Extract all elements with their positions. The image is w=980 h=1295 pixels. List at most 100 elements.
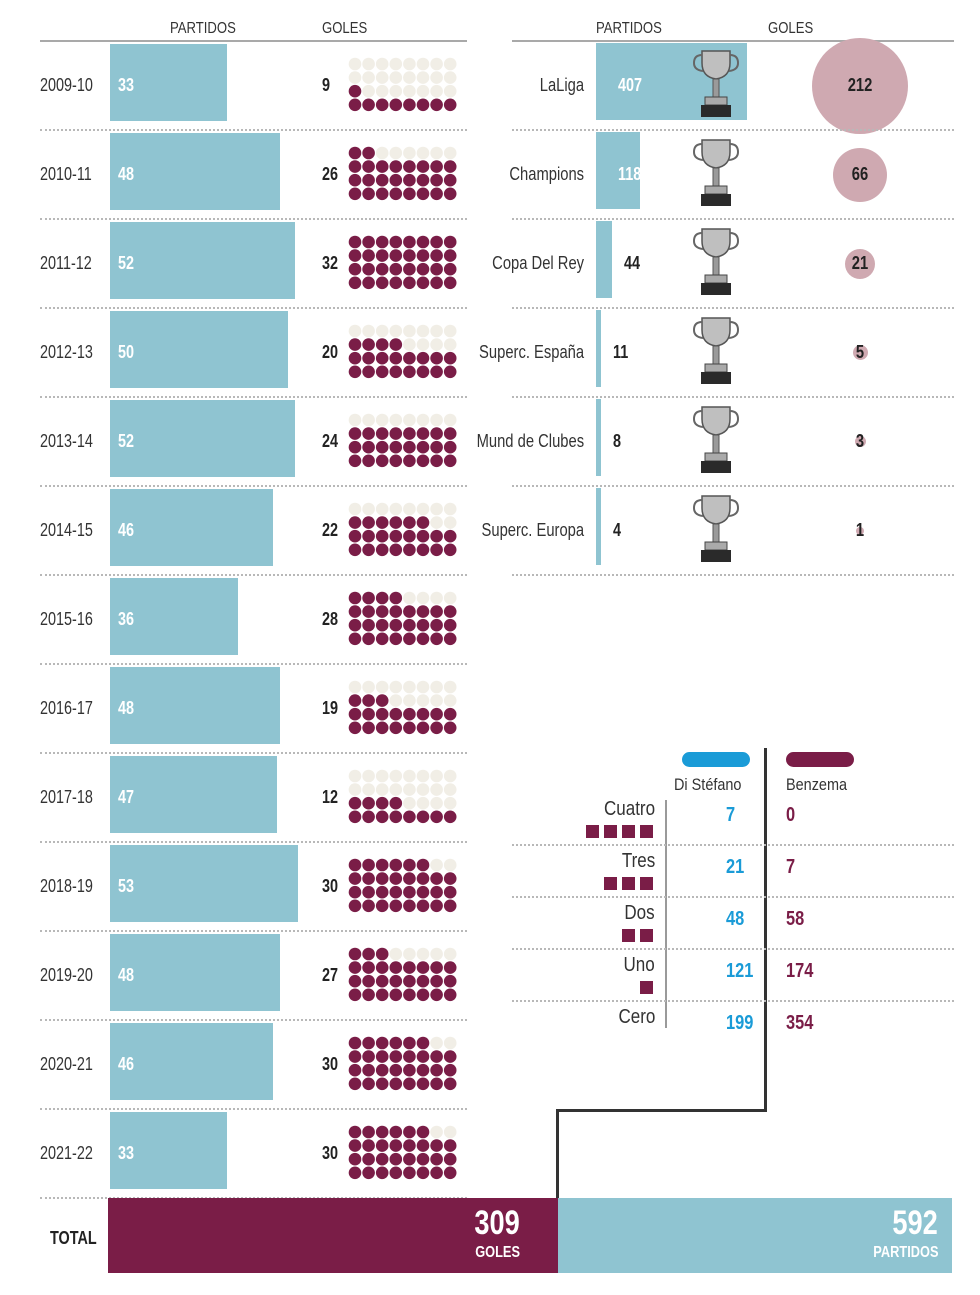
- empty-dot: [348, 324, 362, 337]
- goal-dot: [430, 707, 443, 720]
- competition-label: Mund de Clubes: [476, 430, 584, 451]
- goal-dot: [375, 618, 389, 631]
- goal-dot: [362, 529, 375, 542]
- goal-dot: [375, 187, 389, 200]
- goal-dot: [416, 1125, 430, 1138]
- goal-dot: [416, 351, 430, 364]
- goal-dot: [403, 604, 416, 618]
- empty-dot: [430, 693, 443, 707]
- competition-goles-circle: 5: [852, 342, 868, 362]
- competition-partidos-value: 4: [613, 519, 622, 540]
- goal-square-icon: [622, 825, 635, 838]
- goal-dot: [443, 173, 457, 186]
- goal-dot: [375, 440, 389, 453]
- goal-dot: [403, 885, 416, 898]
- goal-dot: [430, 1166, 443, 1179]
- goles-dot-grid: [348, 680, 457, 734]
- goal-dot: [348, 1036, 362, 1049]
- goal-dot: [443, 899, 457, 912]
- goal-dot: [403, 721, 416, 734]
- empty-dot: [430, 782, 443, 796]
- goal-dot: [403, 810, 416, 823]
- goal-dot: [416, 1166, 430, 1179]
- goal-dot: [389, 1166, 403, 1179]
- goal-dot: [375, 810, 389, 823]
- goal-dot: [362, 98, 375, 111]
- empty-dot: [403, 769, 416, 782]
- competition-goles-value: 1: [855, 520, 865, 540]
- competition-goles-circle: 66: [833, 147, 887, 202]
- empty-dot: [403, 680, 416, 693]
- goal-dot: [389, 1152, 403, 1165]
- compare-separator: [512, 896, 954, 898]
- goal-dot: [443, 1166, 457, 1179]
- goal-dot: [375, 529, 389, 542]
- goal-dot: [375, 974, 389, 987]
- goal-dot: [443, 988, 457, 1001]
- compare-separator: [512, 948, 954, 950]
- goles-dot-grid: [348, 1125, 457, 1179]
- total-goles-label: GOLES: [475, 1244, 520, 1261]
- empty-dot: [430, 858, 443, 871]
- compare-separator: [512, 844, 954, 846]
- goal-dot: [403, 632, 416, 645]
- goal-dot: [348, 591, 362, 604]
- row-separator: [40, 218, 467, 220]
- competition-goles-circle: 3: [854, 431, 866, 451]
- benzema-value: 58: [786, 908, 805, 930]
- goal-dot: [403, 173, 416, 186]
- goal-dot: [403, 1077, 416, 1090]
- goal-dot: [443, 440, 457, 453]
- goal-dot: [430, 1077, 443, 1090]
- competition-label: Champions: [509, 163, 584, 184]
- empty-dot: [375, 70, 389, 84]
- goal-dot: [362, 947, 375, 960]
- goal-dot: [348, 1125, 362, 1138]
- goal-dot: [430, 604, 443, 618]
- goal-dot: [430, 810, 443, 823]
- goal-dot: [403, 960, 416, 974]
- competition-separator: [512, 485, 954, 487]
- goal-dot: [375, 1077, 389, 1090]
- competition-partidos-bar: [596, 488, 601, 565]
- goal-dot: [443, 632, 457, 645]
- goal-dot: [375, 235, 389, 248]
- goal-dot: [375, 871, 389, 885]
- season-label: 2017-18: [40, 786, 93, 807]
- goal-dot: [430, 885, 443, 898]
- goal-dot: [348, 1166, 362, 1179]
- goles-value: 28: [322, 608, 339, 629]
- goal-dot: [403, 988, 416, 1001]
- goal-dot: [403, 1036, 416, 1049]
- empty-dot: [362, 680, 375, 693]
- benzema-value: 174: [786, 960, 814, 982]
- goles-value: 26: [322, 163, 339, 184]
- partidos-bar: [110, 1023, 273, 1100]
- goal-dot: [403, 187, 416, 200]
- goal-dot: [443, 721, 457, 734]
- partidos-bar-value: 52: [118, 252, 135, 273]
- season-label: 2010-11: [40, 163, 92, 184]
- goles-value: 27: [322, 964, 339, 985]
- goal-dot: [375, 1063, 389, 1076]
- goal-dot: [416, 1138, 430, 1152]
- goal-dot: [416, 440, 430, 453]
- goals-count-label: Dos: [624, 902, 655, 924]
- goal-dot: [375, 351, 389, 364]
- goal-dot: [362, 885, 375, 898]
- goal-dot: [348, 454, 362, 467]
- empty-dot: [430, 515, 443, 529]
- empty-dot: [416, 769, 430, 782]
- empty-dot: [362, 413, 375, 426]
- competition-partidos-value: 118: [618, 163, 642, 184]
- goal-dot: [443, 974, 457, 987]
- compare-divider-main: [764, 748, 767, 1112]
- benzema-value: 354: [786, 1012, 814, 1034]
- goal-dot: [375, 454, 389, 467]
- goal-dot: [362, 365, 375, 378]
- season-label: 2015-16: [40, 608, 93, 629]
- goal-dot: [430, 618, 443, 631]
- goal-dot: [362, 276, 375, 289]
- goal-dot: [362, 899, 375, 912]
- empty-dot: [416, 70, 430, 84]
